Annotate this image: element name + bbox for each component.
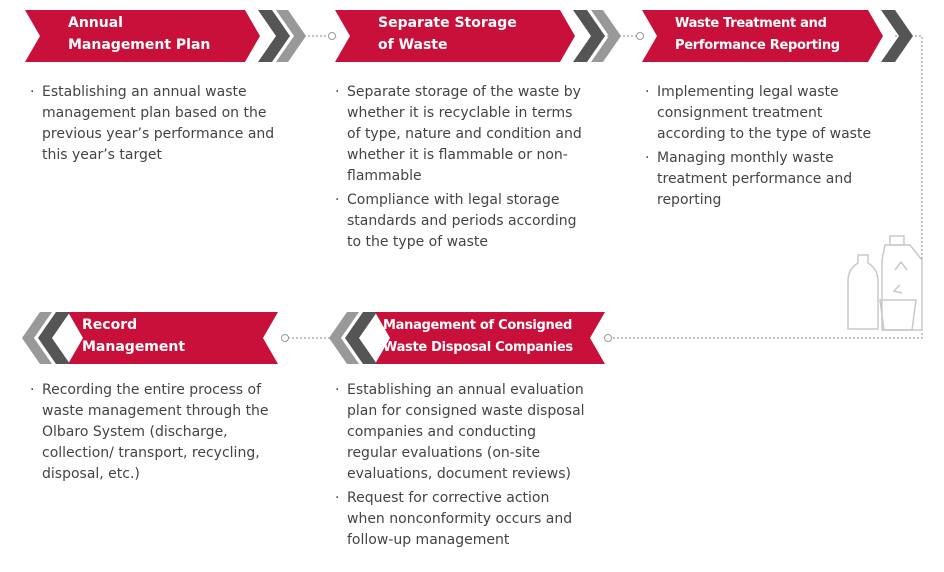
connector-dots — [281, 32, 644, 342]
bullet: Implementing legal waste consignment tre… — [645, 82, 895, 145]
title-line: Annual — [68, 15, 123, 31]
title-line: Separate Storage — [378, 15, 517, 31]
bullet: Establishing an annual waste management … — [30, 82, 280, 166]
step-title: Waste Treatment and Performance Reporting — [675, 13, 840, 57]
step-title: Annual Management Plan — [68, 12, 210, 56]
recycling-icon — [847, 235, 923, 331]
title-line: Management Plan — [68, 37, 211, 53]
banners — [25, 10, 883, 364]
bullet-list: Establishing an annual waste management … — [30, 82, 280, 169]
bullet: Request for corrective action when nonco… — [335, 488, 585, 551]
bullet-list: Separate storage of the waste by whether… — [335, 82, 585, 256]
title-line: Record — [82, 317, 138, 333]
bullet-list: Implementing legal waste consignment tre… — [645, 82, 895, 214]
bullet: Recording the entire process of waste ma… — [30, 380, 280, 485]
title-line: of Waste — [378, 37, 448, 53]
title-line: Waste Treatment and — [675, 16, 827, 31]
chevrons — [22, 10, 913, 364]
bullet: Separate storage of the waste by whether… — [335, 82, 585, 187]
bullet-list: Establishing an annual evaluation plan f… — [335, 380, 585, 554]
title-line: Management of Consigned — [383, 318, 573, 333]
step-title: Record Management — [82, 314, 185, 358]
bullet: Compliance with legal storage standards … — [335, 190, 585, 253]
title-line: Waste Disposal Companies — [383, 340, 573, 355]
bullet: Establishing an annual evaluation plan f… — [335, 380, 585, 485]
title-line: Management — [82, 339, 186, 355]
bullet-list: Recording the entire process of waste ma… — [30, 380, 280, 488]
step-title: Separate Storage of Waste — [378, 12, 517, 56]
step-title: Management of Consigned Waste Disposal Co… — [383, 315, 573, 359]
bullet: Managing monthly waste treatment perform… — [645, 148, 895, 211]
title-line: Performance Reporting — [675, 38, 840, 53]
